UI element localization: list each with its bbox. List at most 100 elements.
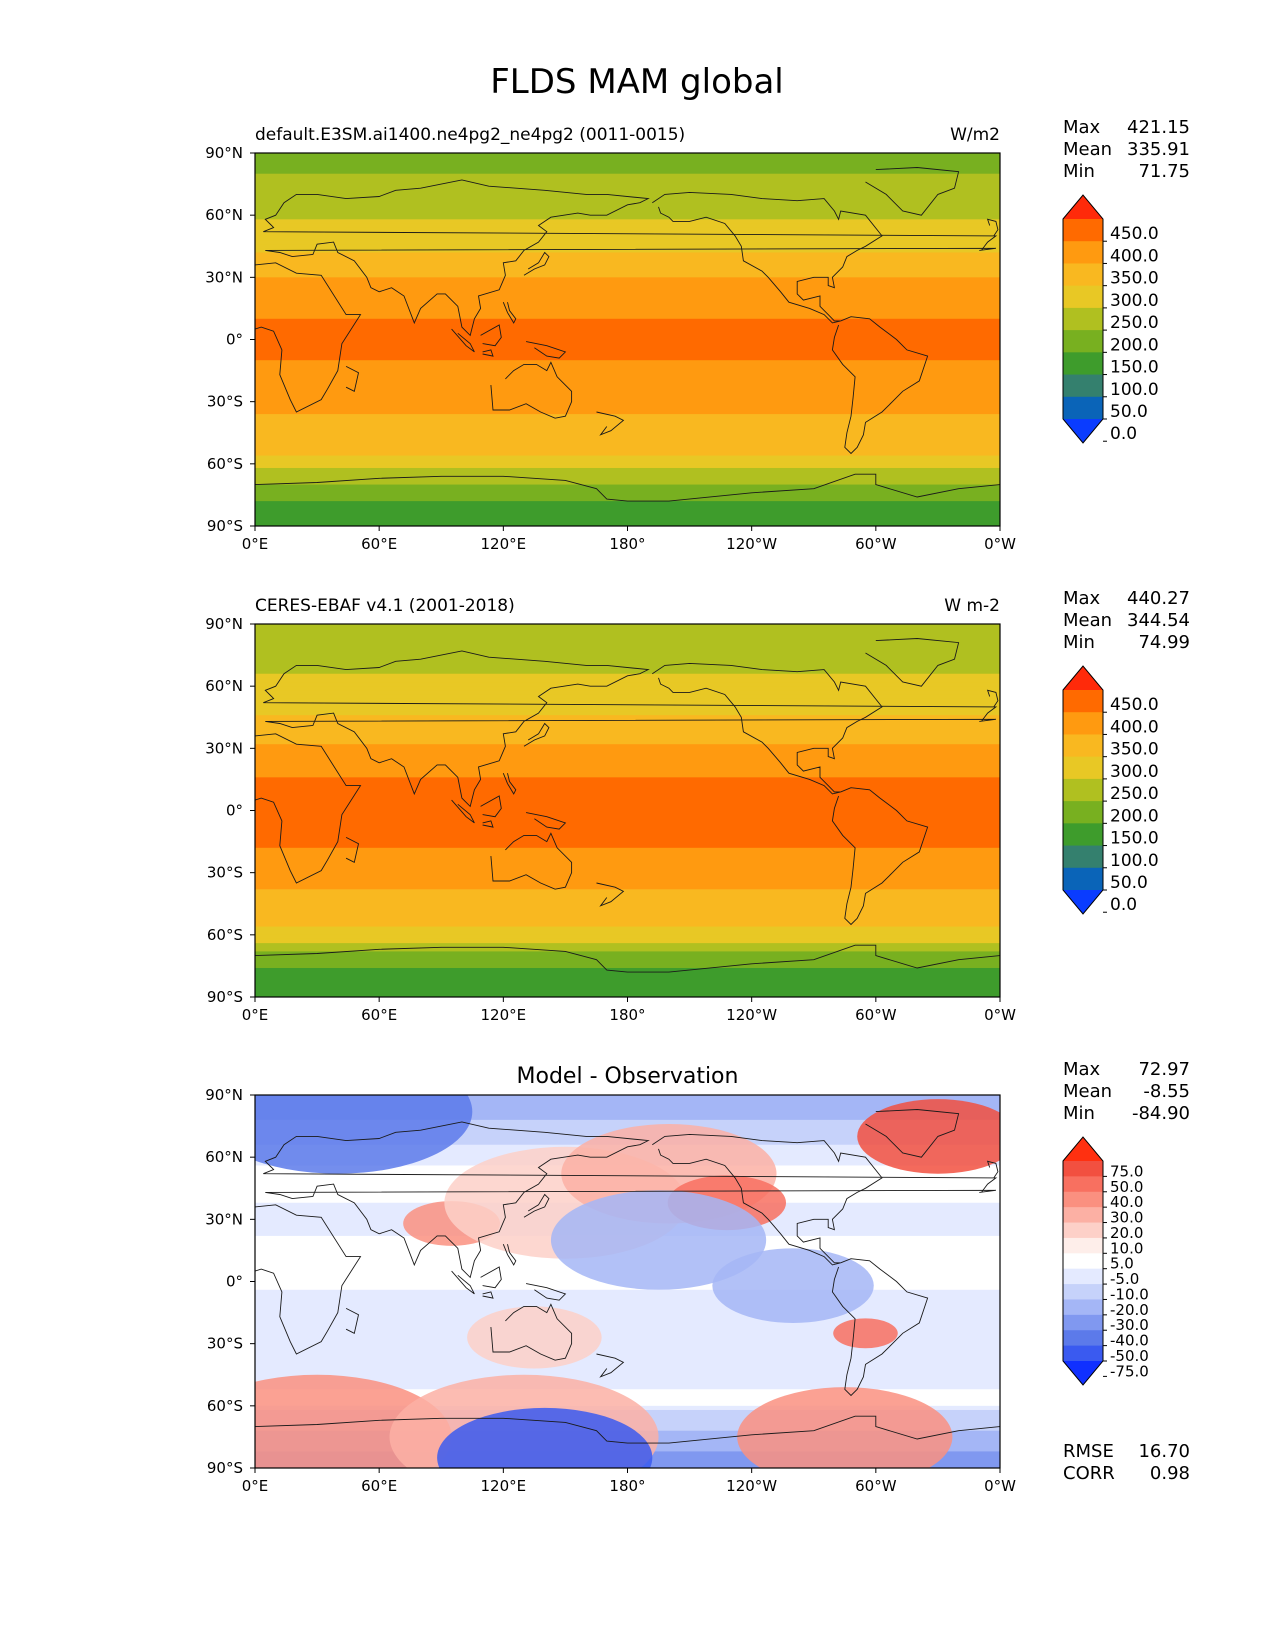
contour-band bbox=[255, 947, 1000, 953]
contour-band bbox=[255, 764, 1000, 770]
contour-band bbox=[255, 731, 1000, 737]
contour-band bbox=[255, 252, 1000, 258]
contour-band bbox=[255, 248, 1000, 254]
coastline bbox=[652, 1133, 883, 1266]
coastline bbox=[986, 218, 999, 237]
panel-units: W m-2 bbox=[944, 596, 1000, 616]
contour-band bbox=[255, 368, 1000, 374]
x-tick-label: 180° bbox=[609, 1006, 645, 1024]
contour-band bbox=[255, 835, 1000, 841]
contour-band bbox=[255, 476, 1000, 482]
x-tick-label: 0°W bbox=[984, 535, 1016, 553]
coastline bbox=[490, 361, 573, 419]
stat-value-rmse: 16.70 bbox=[1138, 1441, 1190, 1462]
contour-band bbox=[255, 182, 1000, 187]
contour-band bbox=[255, 227, 1000, 233]
y-tick-label: 90°S bbox=[207, 1459, 243, 1477]
contour-band bbox=[255, 505, 1000, 511]
y-tick-label: 30°S bbox=[207, 1335, 243, 1353]
map-field bbox=[255, 1095, 1000, 1468]
contour-band bbox=[255, 409, 1000, 415]
panel-units: W/m2 bbox=[950, 125, 1000, 145]
x-tick-label: 120°W bbox=[726, 1477, 777, 1495]
contour-band bbox=[255, 963, 1000, 969]
contour-band bbox=[255, 806, 1000, 812]
x-tick-label: 60°E bbox=[361, 1006, 397, 1024]
contour-band bbox=[255, 405, 1000, 411]
coastline bbox=[263, 1121, 998, 1279]
contour-band bbox=[255, 930, 1000, 936]
contour-band bbox=[255, 385, 1000, 390]
contour-band bbox=[255, 414, 1000, 419]
contour-band bbox=[255, 777, 1000, 783]
x-tick-label: 180° bbox=[609, 535, 645, 553]
contour-band bbox=[255, 293, 1000, 299]
colorbar-extend-min bbox=[1063, 419, 1103, 443]
contour-band bbox=[255, 677, 1000, 683]
contour-band bbox=[255, 186, 1000, 191]
coastline bbox=[865, 638, 960, 687]
contour-band bbox=[255, 1372, 1000, 1378]
contour-band bbox=[255, 1314, 1000, 1320]
contour-band bbox=[255, 955, 1000, 961]
contour-band bbox=[255, 992, 1000, 997]
x-tick-label: 60°E bbox=[361, 535, 397, 553]
map-panel-2: CERES-EBAF v4.1 (2001-2018) W m-2 0°E 60°E 1… bbox=[205, 588, 1190, 1024]
y-tick-label: 60°S bbox=[207, 1397, 243, 1415]
contour-band bbox=[255, 314, 1000, 320]
contour-band bbox=[255, 430, 1000, 436]
contour-band bbox=[255, 1335, 1000, 1341]
colorbar-extend-max bbox=[1063, 1137, 1103, 1161]
coastline bbox=[451, 1270, 475, 1295]
contour-band bbox=[255, 335, 1000, 341]
contour-band bbox=[255, 748, 1000, 754]
contour-band bbox=[255, 657, 1000, 662]
colorbar-tick-label: 400.0 bbox=[1110, 717, 1159, 737]
contour-band bbox=[255, 880, 1000, 886]
coastline bbox=[596, 882, 625, 907]
contour-band bbox=[255, 893, 1000, 899]
contour-band bbox=[255, 972, 1000, 977]
colorbar-tick-label: 100.0 bbox=[1110, 851, 1159, 871]
contour-band bbox=[255, 727, 1000, 733]
contour-anomaly bbox=[467, 1306, 602, 1369]
contour-band bbox=[255, 885, 1000, 890]
colorbar-segment bbox=[1063, 867, 1103, 891]
contour-band bbox=[255, 827, 1000, 832]
contour-band bbox=[255, 331, 1000, 336]
contour-band bbox=[255, 864, 1000, 870]
contour-band bbox=[255, 628, 1000, 633]
contour-band bbox=[255, 773, 1000, 778]
panel-title-left: CERES-EBAF v4.1 (2001-2018) bbox=[255, 596, 515, 616]
stat-value-max: 440.27 bbox=[1127, 588, 1190, 609]
x-tick-label: 0°W bbox=[984, 1006, 1016, 1024]
colorbar-tick-label: -75.0 bbox=[1110, 1362, 1149, 1380]
contour-band bbox=[255, 1393, 1000, 1399]
colorbar-segment bbox=[1063, 778, 1103, 802]
colorbar-segment bbox=[1063, 1237, 1103, 1254]
contour-band bbox=[255, 694, 1000, 700]
contour-band bbox=[255, 984, 1000, 990]
x-tick-label: 0°E bbox=[242, 1477, 269, 1495]
stat-label-min: Min bbox=[1063, 1103, 1095, 1124]
colorbar-segment bbox=[1063, 352, 1103, 376]
x-tick-label: 0°E bbox=[242, 1006, 269, 1024]
contour-band bbox=[255, 455, 1000, 461]
colorbar-tick-label: 300.0 bbox=[1110, 291, 1159, 311]
map-panel-1: default.E3SM.ai1400.ne4pg2_ne4pg2 (0011-… bbox=[205, 117, 1190, 553]
colorbar-segment bbox=[1063, 1222, 1103, 1239]
contour-band bbox=[255, 1331, 1000, 1336]
stat-value-min: 71.75 bbox=[1138, 161, 1190, 182]
y-tick-label: 0° bbox=[226, 1273, 243, 1291]
contour-band bbox=[255, 1306, 1000, 1312]
figure-title: FLDS MAM global bbox=[490, 62, 784, 102]
contour-band bbox=[255, 822, 1000, 828]
stat-value-min: 74.99 bbox=[1138, 632, 1190, 653]
panel-title-left: default.E3SM.ai1400.ne4pg2_ne4pg2 (0011-… bbox=[255, 125, 685, 145]
contour-band bbox=[255, 669, 1000, 675]
colorbar-tick-label: 250.0 bbox=[1110, 784, 1159, 804]
contour-band bbox=[255, 260, 1000, 266]
colorbar-tick-label: 450.0 bbox=[1110, 695, 1159, 715]
contour-band bbox=[255, 868, 1000, 874]
